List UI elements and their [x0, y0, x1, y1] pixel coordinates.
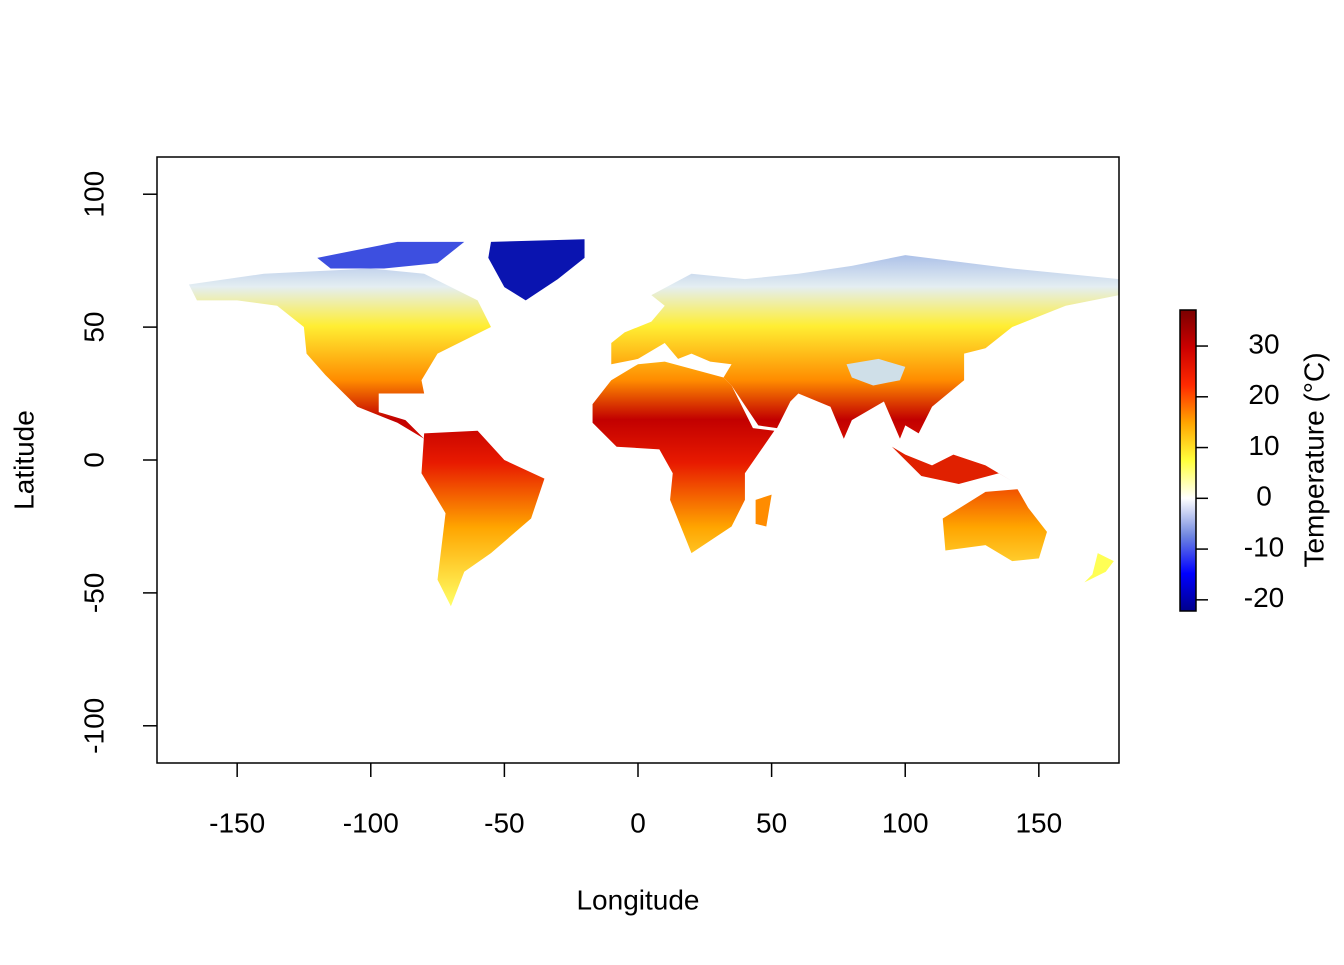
- x-tick-label: 50: [756, 807, 787, 838]
- y-axis-title: Latitude: [8, 410, 39, 510]
- tibet: [846, 358, 906, 386]
- north-america: [188, 268, 491, 439]
- colorbar-tick-label: 0: [1256, 481, 1272, 512]
- colorbar-tick-label: 10: [1248, 430, 1279, 461]
- x-tick-label: 150: [1015, 807, 1062, 838]
- south-america: [421, 430, 545, 607]
- colorbar-tick-label: -20: [1244, 582, 1284, 613]
- greenland: [488, 239, 585, 301]
- arctic-islands: [317, 241, 465, 269]
- y-tick-label: -100: [78, 698, 109, 754]
- x-tick-label: 0: [630, 807, 646, 838]
- colorbar-tick-label: 20: [1248, 379, 1279, 410]
- colorbar-tick-label: 30: [1248, 328, 1279, 359]
- new-zealand: [1084, 553, 1114, 583]
- x-tick-label: -150: [209, 807, 265, 838]
- colorbar-tick-label: -10: [1244, 531, 1284, 562]
- madagascar: [755, 494, 772, 527]
- africa: [592, 361, 775, 554]
- x-tick-label: 100: [882, 807, 929, 838]
- plot-frame: [156, 156, 1120, 764]
- indonesia: [891, 446, 1013, 484]
- australia: [942, 489, 1047, 562]
- colorbar: [1179, 309, 1197, 612]
- y-tick-label: 50: [78, 312, 109, 343]
- x-axis-title: Longitude: [576, 884, 699, 915]
- y-tick-label: 100: [78, 171, 109, 218]
- colorbar-title: Temperature (°C): [1298, 352, 1329, 567]
- map: [188, 239, 1120, 607]
- x-tick-label: -100: [343, 807, 399, 838]
- eurasia: [611, 255, 1120, 439]
- y-tick-label: -50: [78, 573, 109, 613]
- y-tick-label: 0: [78, 452, 109, 468]
- x-tick-label: -50: [484, 807, 524, 838]
